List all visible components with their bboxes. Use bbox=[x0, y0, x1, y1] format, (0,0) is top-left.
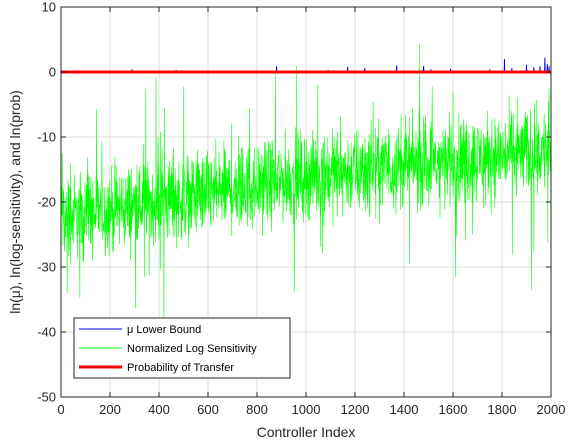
series-layer bbox=[61, 44, 551, 323]
y-axis-label: ln(μ), ln(log-sensitivity), and ln(prob) bbox=[7, 90, 23, 314]
x-tick-label: 1200 bbox=[341, 402, 370, 417]
x-tick-label: 1800 bbox=[488, 402, 517, 417]
legend-label: Probability of Transfer bbox=[127, 362, 234, 374]
x-tick-label: 400 bbox=[148, 402, 170, 417]
x-tick-label: 200 bbox=[99, 402, 121, 417]
x-tick-label: 800 bbox=[246, 402, 268, 417]
legend-label: Normalized Log Sensitivity bbox=[127, 343, 257, 355]
y-tick-label: 0 bbox=[49, 65, 56, 80]
x-tick-label: 600 bbox=[197, 402, 219, 417]
x-tick-label: 0 bbox=[57, 402, 64, 417]
x-tick-label: 2000 bbox=[537, 402, 566, 417]
y-tick-label: -10 bbox=[37, 130, 56, 145]
y-tick-label: -30 bbox=[37, 260, 56, 275]
y-tick-label: -20 bbox=[37, 195, 56, 210]
y-tick-label: -50 bbox=[37, 390, 56, 405]
legend-label: μ Lower Bound bbox=[127, 324, 201, 336]
y-tick-label: 10 bbox=[42, 0, 56, 15]
legend: μ Lower Bound Normalized Log Sensitivity P… bbox=[73, 317, 291, 379]
ticks: 0 200 400 600 800 1000 1200 1400 1600 1800 2000 -50… bbox=[37, 0, 565, 417]
x-tick-label: 1400 bbox=[390, 402, 419, 417]
series-line-normalized-log-sensitivity bbox=[61, 44, 551, 323]
x-tick-label: 1600 bbox=[439, 402, 468, 417]
y-tick-label: -40 bbox=[37, 325, 56, 340]
x-tick-label: 1000 bbox=[292, 402, 321, 417]
x-axis-label: Controller Index bbox=[257, 424, 356, 440]
